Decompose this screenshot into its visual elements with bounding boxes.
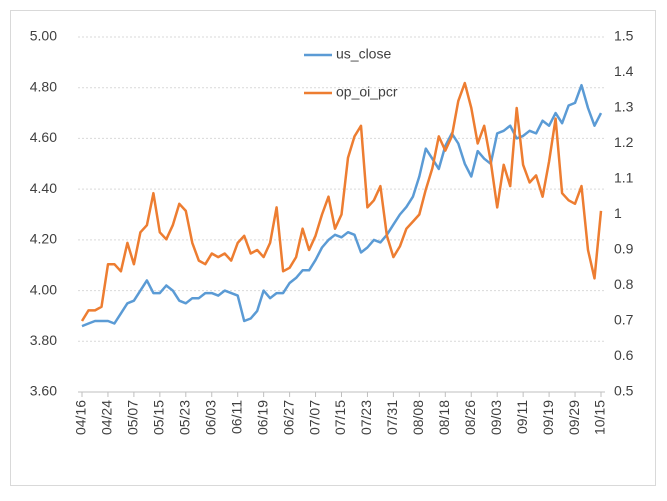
y-tick-label: 4.40 bbox=[30, 180, 57, 196]
y-tick-label: 4.80 bbox=[30, 78, 57, 94]
x-tick-label: 07/07 bbox=[306, 400, 322, 435]
x-tick-label: 05/23 bbox=[177, 400, 193, 435]
x-tick-label: 05/15 bbox=[151, 400, 167, 435]
x-tick-label: 08/08 bbox=[410, 400, 426, 435]
y2-tick-label: 0.6 bbox=[614, 347, 634, 363]
y2-tick-label: 0.9 bbox=[614, 241, 634, 257]
y-tick-label: 5.00 bbox=[30, 28, 57, 44]
y-tick-label: 4.60 bbox=[30, 129, 57, 145]
x-tick-label: 07/15 bbox=[332, 400, 348, 435]
y2-tick-label: 1.4 bbox=[614, 63, 634, 79]
x-tick-label: 04/24 bbox=[99, 400, 115, 435]
y2-tick-label: 0.7 bbox=[614, 312, 634, 328]
x-tick-label: 06/11 bbox=[228, 400, 244, 434]
x-tick-label: 05/07 bbox=[125, 400, 141, 435]
x-tick-label: 09/19 bbox=[540, 400, 556, 435]
x-tick-label: 09/29 bbox=[566, 400, 582, 435]
chart-frame bbox=[10, 10, 656, 486]
x-tick-label: 07/31 bbox=[384, 400, 400, 435]
y2-tick-label: 1 bbox=[614, 205, 622, 221]
y-tick-label: 4.20 bbox=[30, 231, 57, 247]
x-tick-label: 09/03 bbox=[488, 400, 504, 435]
y2-tick-label: 1.5 bbox=[614, 28, 634, 44]
x-tick-label: 06/27 bbox=[280, 400, 296, 435]
legend-label: op_oi_pcr bbox=[336, 84, 398, 100]
x-tick-label: 10/15 bbox=[592, 400, 608, 435]
x-tick-label: 06/19 bbox=[254, 400, 270, 435]
x-tick-label: 04/16 bbox=[73, 400, 89, 435]
x-tick-label: 08/18 bbox=[436, 400, 452, 435]
x-tick-label: 09/11 bbox=[514, 400, 530, 434]
y2-tick-label: 1.2 bbox=[614, 134, 634, 150]
y-tick-label: 4.00 bbox=[30, 281, 57, 297]
y2-tick-label: 0.5 bbox=[614, 383, 634, 399]
legend-label: us_close bbox=[336, 46, 391, 62]
y2-tick-label: 0.8 bbox=[614, 276, 634, 292]
x-tick-label: 06/03 bbox=[202, 400, 218, 435]
x-tick-label: 07/23 bbox=[358, 400, 374, 435]
y-tick-label: 3.60 bbox=[30, 383, 57, 399]
y-tick-label: 3.80 bbox=[30, 332, 57, 348]
line-series bbox=[80, 81, 603, 322]
y2-tick-label: 1.1 bbox=[614, 170, 634, 186]
x-tick-label: 08/26 bbox=[462, 400, 478, 435]
y2-tick-label: 1.3 bbox=[614, 99, 634, 115]
